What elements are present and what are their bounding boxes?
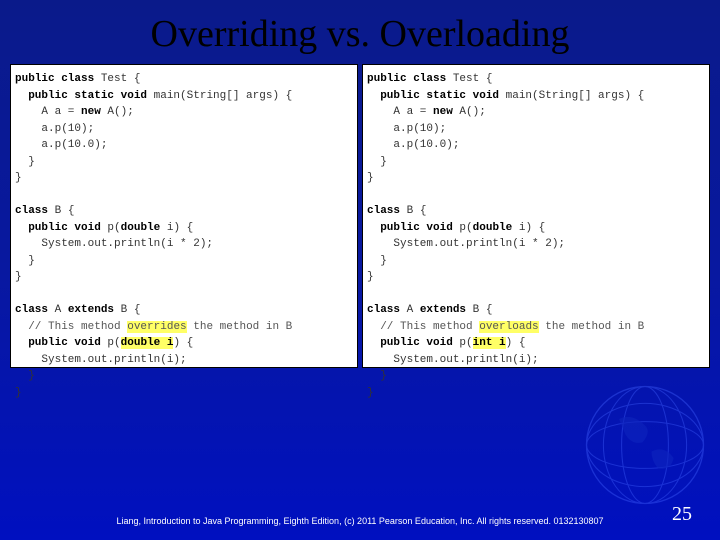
page-number: 25 (672, 503, 692, 526)
right-code: public class Test { public static void m… (367, 71, 705, 401)
globe-decoration (580, 380, 710, 510)
left-code: public class Test { public static void m… (15, 71, 353, 401)
left-code-panel: public class Test { public static void m… (10, 64, 358, 368)
code-panels: public class Test { public static void m… (0, 64, 720, 368)
right-code-panel: public class Test { public static void m… (362, 64, 710, 368)
slide-title: Overriding vs. Overloading (0, 0, 720, 64)
footer-text: Liang, Introduction to Java Programming,… (0, 516, 720, 528)
